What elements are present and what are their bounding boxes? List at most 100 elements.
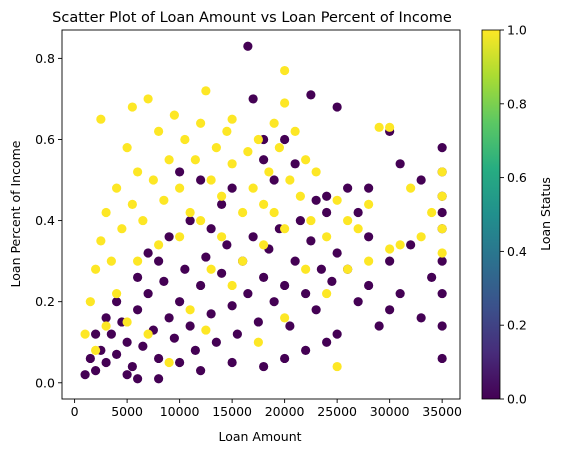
data-point-status-0 (190, 345, 200, 355)
data-point-status-0 (133, 305, 143, 315)
data-point-status-1 (322, 288, 332, 299)
data-point-status-0 (385, 256, 395, 266)
data-point-status-1 (122, 142, 132, 153)
data-point-status-0 (196, 366, 206, 376)
data-point-status-1 (306, 215, 316, 226)
data-point-status-1 (185, 207, 195, 218)
data-point-status-0 (280, 280, 290, 291)
data-point-status-0 (322, 207, 332, 218)
colorbar-label: Loan Status (538, 177, 553, 251)
data-point-status-1 (253, 134, 263, 145)
data-point-status-1 (280, 224, 290, 234)
data-point-status-0 (322, 191, 332, 201)
data-point-status-1 (201, 325, 211, 335)
x-axis-label: Loan Amount (218, 429, 301, 444)
data-point-status-1 (253, 337, 263, 347)
data-point-status-1 (248, 183, 258, 193)
data-point-status-1 (406, 183, 416, 193)
data-point-status-0 (353, 207, 363, 218)
data-point-status-1 (332, 361, 342, 372)
data-point-status-0 (280, 134, 290, 145)
data-point-status-0 (211, 337, 221, 347)
data-point-status-0 (269, 175, 279, 185)
y-axis: 0.0 0.2 0.4 0.6 0.8 (35, 51, 62, 390)
data-point-status-0 (316, 264, 326, 274)
data-point-status-0 (301, 288, 311, 299)
y-axis-label: Loan Percent of Income (8, 140, 23, 287)
data-point-status-1 (101, 207, 111, 218)
data-point-status-1 (353, 224, 363, 234)
data-point-status-1 (227, 159, 237, 169)
points-layer (80, 41, 447, 384)
data-point-status-1 (385, 244, 395, 254)
data-point-status-0 (154, 353, 164, 364)
colorbar-axis: 0.0 0.2 0.4 0.6 0.8 1.0 (500, 23, 527, 407)
data-point-status-0 (133, 374, 143, 384)
data-point-status-1 (143, 94, 153, 104)
data-point-status-1 (196, 118, 206, 128)
data-point-status-0 (259, 361, 269, 372)
data-point-status-0 (295, 215, 305, 226)
colorbar-tick-label: 1.0 (507, 23, 527, 38)
data-point-status-1 (311, 167, 321, 177)
data-point-status-0 (217, 268, 227, 278)
colorbar-tick-label: 0.8 (507, 96, 527, 111)
data-point-status-0 (259, 155, 269, 165)
data-point-status-0 (217, 199, 227, 209)
data-point-status-0 (175, 297, 185, 307)
data-point-status-1 (164, 155, 174, 165)
data-point-status-1 (143, 329, 153, 339)
data-point-status-1 (437, 167, 447, 177)
data-point-status-0 (154, 256, 164, 266)
data-point-status-1 (154, 126, 164, 136)
plot-frame (61, 29, 461, 400)
data-point-status-0 (185, 321, 195, 331)
x-axis: 0 5000 10000 15000 20000 25000 30000 35000 (71, 399, 462, 419)
x-tick-label: 30000 (370, 404, 410, 419)
data-point-status-0 (91, 329, 101, 339)
data-point-status-1 (238, 207, 248, 218)
data-point-status-0 (416, 175, 426, 185)
data-point-status-1 (269, 207, 279, 218)
data-point-status-0 (169, 333, 179, 343)
data-point-status-1 (427, 207, 437, 218)
colorbar-tick-label: 0.2 (507, 318, 527, 333)
x-tick-label: 20000 (265, 404, 305, 419)
data-point-status-0 (133, 272, 143, 282)
data-point-status-0 (290, 256, 300, 266)
data-point-status-1 (301, 155, 311, 165)
data-point-status-1 (343, 264, 353, 274)
data-point-status-1 (374, 122, 384, 132)
data-point-status-0 (201, 252, 211, 262)
data-point-status-0 (395, 288, 405, 299)
data-point-status-0 (343, 183, 353, 193)
data-point-status-1 (112, 183, 122, 193)
data-point-status-0 (437, 321, 447, 331)
data-point-status-0 (306, 236, 316, 246)
data-point-status-0 (85, 353, 95, 364)
data-point-status-0 (227, 183, 237, 193)
data-point-status-1 (343, 215, 353, 226)
data-point-status-1 (175, 232, 185, 242)
data-point-status-0 (91, 366, 101, 376)
data-point-status-1 (259, 240, 269, 250)
data-point-status-0 (143, 248, 153, 258)
data-point-status-0 (253, 317, 263, 327)
data-point-status-0 (175, 167, 185, 177)
data-point-status-1 (138, 215, 148, 226)
data-point-status-0 (227, 301, 237, 311)
chart-title: Scatter Plot of Loan Amount vs Loan Perc… (52, 10, 452, 26)
data-point-status-1 (206, 175, 216, 185)
data-point-status-1 (416, 232, 426, 242)
data-point-status-1 (259, 199, 269, 209)
data-point-status-1 (364, 256, 374, 266)
data-point-status-0 (285, 321, 295, 331)
data-point-status-1 (196, 215, 206, 226)
data-point-status-0 (112, 349, 122, 359)
data-point-status-0 (385, 305, 395, 315)
data-point-status-1 (127, 102, 137, 112)
data-point-status-0 (206, 224, 216, 234)
data-point-status-1 (159, 195, 169, 205)
data-point-status-0 (427, 272, 437, 282)
y-tick-label: 0.2 (35, 294, 55, 309)
